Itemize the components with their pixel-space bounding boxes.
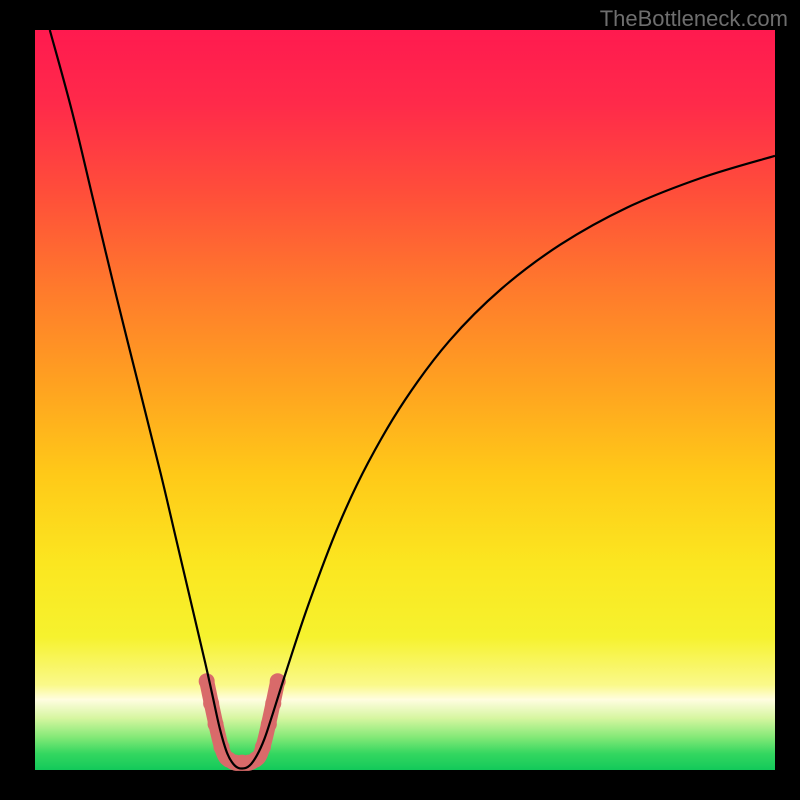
valley-dot [203, 695, 219, 711]
valley-dot [199, 673, 215, 689]
watermark-text: TheBottleneck.com [600, 6, 788, 32]
chart-container: TheBottleneck.com [0, 0, 800, 800]
bottleneck-chart [0, 0, 800, 800]
